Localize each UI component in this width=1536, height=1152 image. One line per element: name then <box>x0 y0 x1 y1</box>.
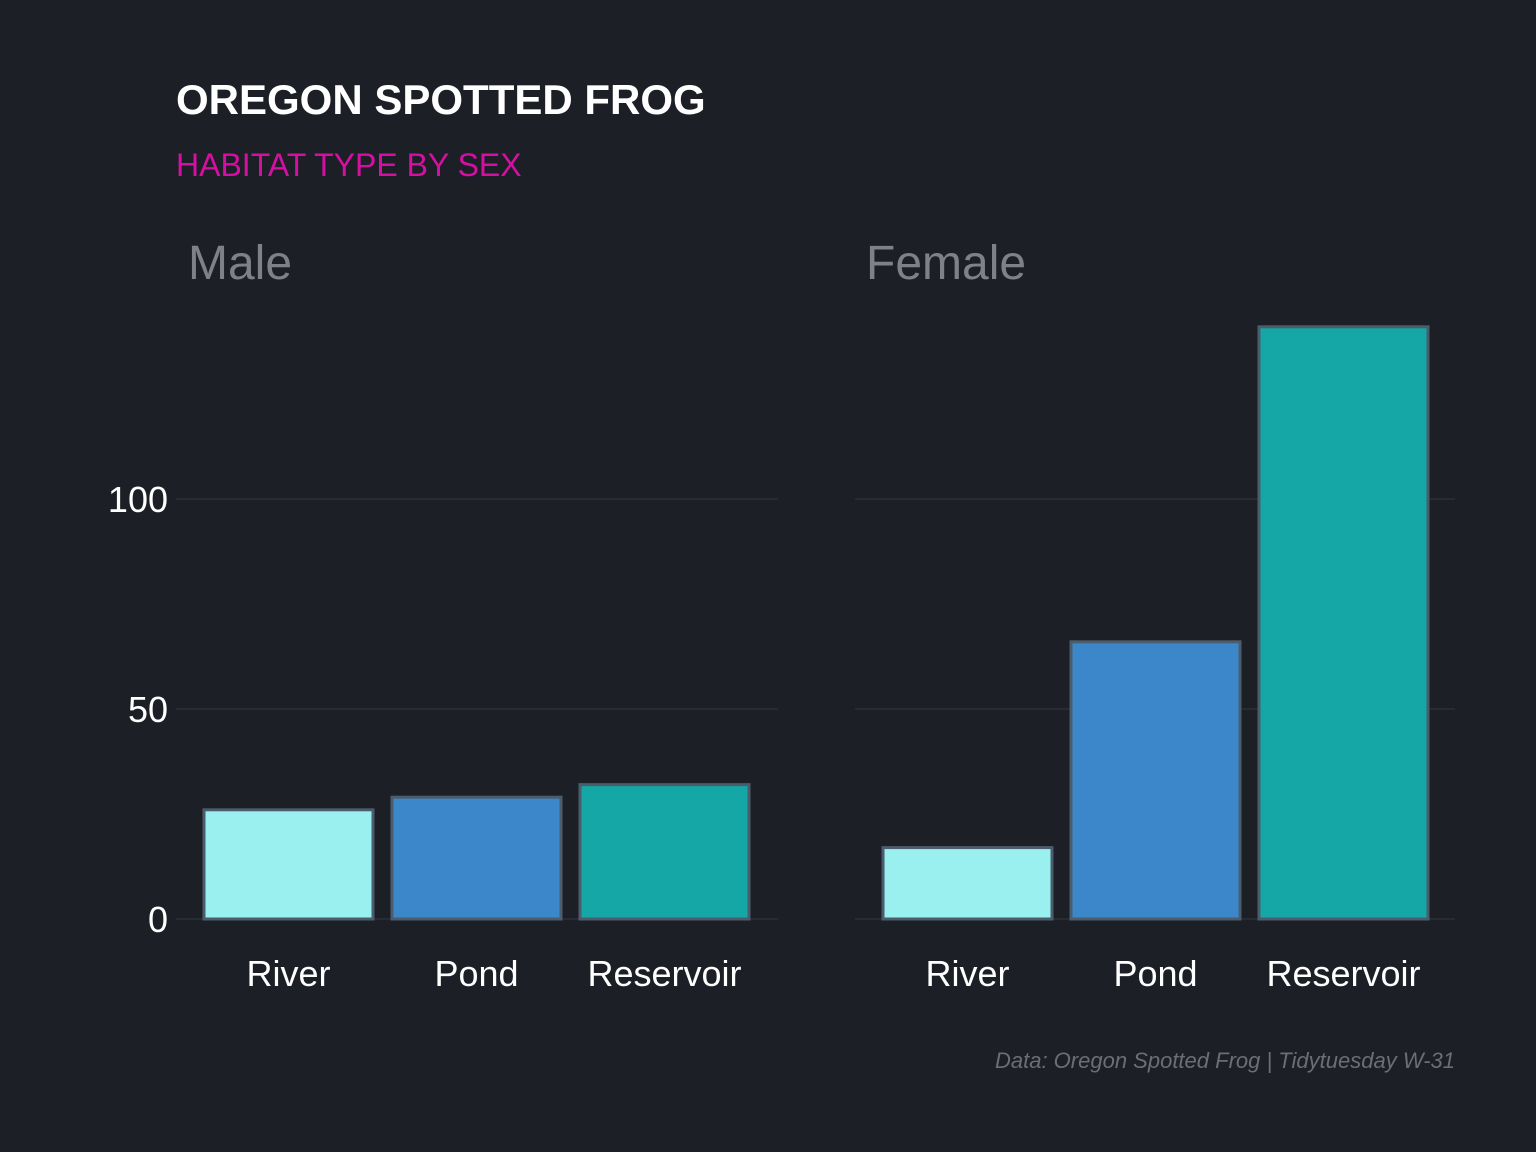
bar-female-river <box>881 846 1054 921</box>
x-tick-label-female-reservoir: Reservoir <box>1266 953 1420 994</box>
bar-female-reservoir <box>1257 325 1430 921</box>
x-tick-label-male-reservoir: Reservoir <box>587 953 741 994</box>
chart-subtitle: HABITAT TYPE BY SEX <box>176 147 522 183</box>
bar-male-pond <box>390 795 563 921</box>
facet-panel-male: Male River Pond Reservoir <box>176 237 778 994</box>
chart-caption: Data: Oregon Spotted Frog | Tidytuesday … <box>995 1048 1455 1073</box>
y-tick-label-0: 0 <box>148 899 168 940</box>
bar-male-reservoir <box>578 783 751 921</box>
facet-label-female: Female <box>866 237 1026 290</box>
x-tick-label-female-river: River <box>925 953 1009 994</box>
y-tick-label-50: 50 <box>128 689 168 730</box>
x-tick-label-female-pond: Pond <box>1113 953 1197 994</box>
bar-female-pond <box>1069 640 1242 921</box>
bar-male-river <box>202 808 375 921</box>
x-tick-label-male-river: River <box>246 953 330 994</box>
facet-panel-female: Female River Pond Reservoir <box>855 237 1455 994</box>
y-axis: 0 50 100 <box>108 479 168 940</box>
x-tick-label-male-pond: Pond <box>434 953 518 994</box>
y-tick-label-100: 100 <box>108 479 168 520</box>
chart-title: OREGON SPOTTED FROG <box>176 76 706 123</box>
facet-label-male: Male <box>188 237 292 290</box>
